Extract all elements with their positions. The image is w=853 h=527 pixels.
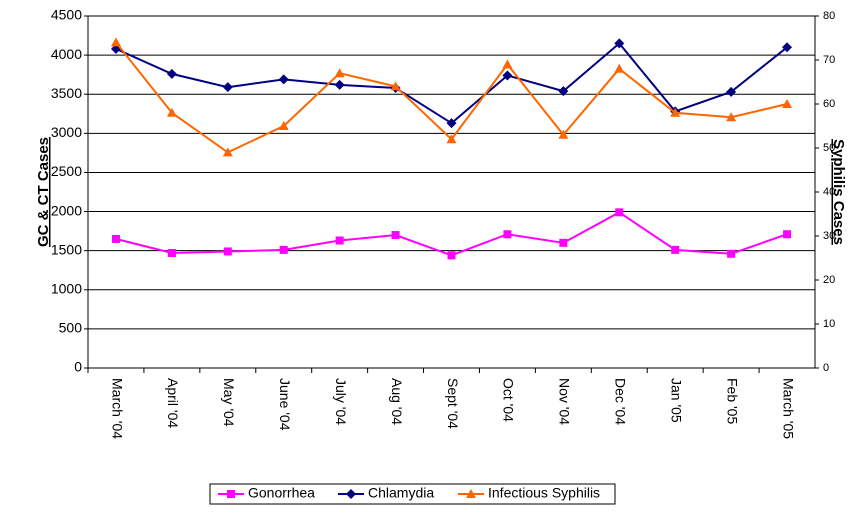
y2-tick-label: 0	[823, 362, 829, 374]
data-point	[279, 245, 288, 254]
data-point	[670, 107, 681, 117]
y2-tick-label: 30	[823, 230, 835, 242]
data-point	[390, 81, 401, 91]
data-point	[110, 37, 121, 47]
x-tick-label: April '04	[165, 378, 181, 428]
data-point	[335, 236, 344, 245]
series-line	[115, 211, 788, 257]
data-point	[502, 70, 513, 81]
legend-marker	[466, 489, 476, 498]
x-tick-label: Jan '05	[668, 378, 684, 423]
y-tick-label: 4500	[51, 7, 82, 23]
y-tick-label: 3000	[51, 124, 82, 140]
y2-tick-label: 50	[823, 142, 835, 154]
y-tick-label: 2500	[51, 163, 82, 179]
x-tick-label: June '04	[277, 378, 293, 431]
data-point	[391, 231, 400, 240]
legend-label: Infectious Syphilis	[488, 485, 600, 501]
x-tick-label: Aug '04	[389, 378, 405, 425]
y2-tick-label: 70	[823, 54, 835, 66]
data-point	[446, 134, 457, 144]
data-point	[278, 121, 289, 130]
data-point	[278, 74, 289, 85]
data-point	[783, 230, 792, 239]
y2-tick-label: 40	[823, 186, 835, 198]
data-point	[558, 129, 569, 139]
y-tick-label: 3500	[51, 85, 82, 101]
data-point	[782, 42, 793, 53]
legend	[209, 483, 616, 505]
y-tick-label: 500	[59, 320, 83, 336]
data-point	[502, 59, 513, 69]
y-tick-label: 0	[74, 359, 82, 375]
data-point	[222, 82, 233, 93]
x-tick-label: March '05	[780, 378, 796, 439]
x-tick-label: Oct '04	[501, 378, 517, 422]
legend-marker	[227, 490, 235, 498]
data-point	[166, 107, 177, 117]
data-point	[727, 249, 736, 258]
x-tick-label: Dec '04	[613, 378, 629, 425]
y-axis-title: GC & CT Cases	[35, 137, 52, 247]
x-tick-label: Feb '05	[724, 378, 740, 424]
data-point	[726, 112, 737, 122]
data-point	[222, 147, 233, 157]
data-point	[558, 86, 569, 97]
data-point	[615, 208, 624, 217]
x-tick-label: July '04	[333, 378, 349, 425]
data-point	[671, 245, 680, 254]
data-point	[223, 247, 232, 256]
legend-label: Chlamydia	[368, 485, 434, 501]
y-tick-label: 2000	[51, 202, 82, 218]
data-point	[446, 118, 457, 129]
x-tick-label: May '04	[221, 378, 237, 427]
data-point	[614, 38, 625, 49]
data-point	[334, 79, 345, 90]
data-point	[334, 68, 345, 78]
x-tick-label: Nov '04	[557, 378, 573, 425]
y-tick-label: 4000	[51, 46, 82, 62]
x-tick-label: March '04	[109, 378, 125, 439]
x-tick-label: Sept '04	[445, 378, 461, 429]
y2-tick-label: 20	[823, 274, 835, 286]
data-point	[166, 68, 177, 79]
data-point	[111, 234, 120, 243]
data-point	[447, 251, 456, 260]
data-point	[782, 99, 793, 108]
data-point	[559, 238, 568, 247]
y-tick-label: 1500	[51, 241, 82, 257]
y2-tick-label: 10	[823, 318, 835, 330]
data-point	[167, 249, 176, 258]
y2-tick-label: 80	[823, 10, 835, 22]
data-point	[726, 86, 737, 97]
y2-tick-label: 60	[823, 98, 835, 110]
legend-label: Gonorrhea	[248, 485, 315, 501]
legend-marker	[346, 489, 356, 499]
y-tick-label: 1000	[51, 280, 82, 296]
data-point	[503, 230, 512, 239]
y2-axis-title: Syphilis Cases	[830, 139, 847, 245]
data-point	[614, 63, 625, 73]
